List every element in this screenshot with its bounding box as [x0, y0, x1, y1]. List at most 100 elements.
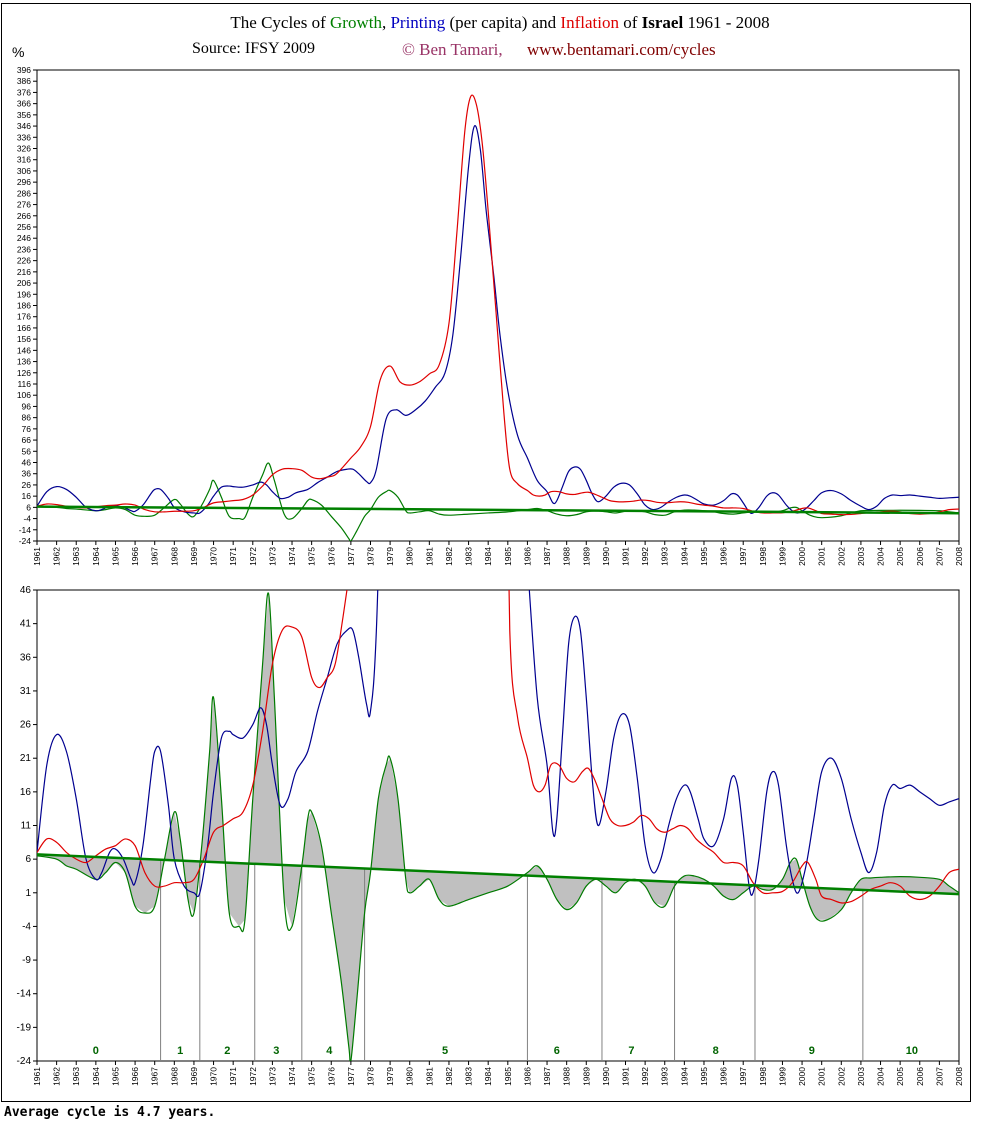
x-tick-label: 1998: [758, 547, 768, 566]
y-tick-label: 216: [17, 267, 31, 277]
y-tick-label: 366: [17, 99, 31, 109]
x-tick-label: 1968: [169, 547, 179, 566]
y-tick-label: 36: [22, 469, 32, 479]
title-sep: ,: [381, 13, 391, 32]
cycle-label: 6: [554, 1045, 560, 1057]
top-plot-area: [36, 69, 960, 542]
x-tick-label: 1988: [562, 547, 572, 566]
x-tick-label: 1966: [130, 547, 140, 566]
title-years: 1961 - 2008: [683, 13, 770, 32]
copyright-label: © Ben Tamari,: [402, 40, 503, 59]
x-tick-label: 1986: [522, 547, 532, 566]
x-tick-label: 1980: [405, 547, 415, 566]
y-tick-label: 16: [20, 787, 32, 798]
y-tick-label: -24: [17, 1056, 32, 1067]
x-tick-label: 1979: [385, 547, 395, 566]
top-series-group: [37, 94, 959, 541]
x-tick-label: 1962: [52, 1067, 62, 1086]
x-tick-label: 1979: [385, 1067, 395, 1086]
y-tick-label: 206: [17, 278, 31, 288]
y-tick-label: 106: [17, 390, 31, 400]
x-tick-label: 2003: [856, 547, 866, 566]
x-tick-label: 1988: [562, 1067, 572, 1086]
x-tick-label: 1984: [483, 547, 493, 566]
y-tick-label: 146: [17, 345, 31, 355]
inflation-line: [37, 590, 959, 904]
x-tick-label: 1995: [699, 1067, 709, 1086]
title-country: Israel: [641, 13, 684, 32]
x-tick-label: 1974: [287, 1067, 297, 1086]
x-tick-label: 2006: [915, 1067, 925, 1086]
x-tick-label: 1997: [738, 1067, 748, 1086]
x-tick-label: 1993: [660, 1067, 670, 1086]
x-tick-label: 2002: [836, 1067, 846, 1086]
cycle-label: 7: [628, 1045, 634, 1057]
y-tick-label: 246: [17, 233, 31, 243]
x-tick-label: 1989: [581, 547, 591, 566]
x-tick-label: 1998: [758, 1067, 768, 1086]
x-tick-label: 1971: [228, 1067, 238, 1086]
x-tick-label: 1978: [365, 547, 375, 566]
y-tick-label: 226: [17, 256, 31, 266]
x-tick-label: 1973: [267, 547, 277, 566]
y-tick-label: 156: [17, 334, 31, 344]
y-tick-label: 66: [22, 435, 32, 445]
x-tick-label: 1961: [32, 1067, 42, 1086]
y-tick-label: 326: [17, 144, 31, 154]
y-tick-label: 46: [22, 458, 32, 468]
website-link[interactable]: www.bentamari.com/cycles: [527, 40, 716, 59]
y-tick-label: -14: [17, 989, 32, 1000]
title-printing: Printing: [390, 13, 446, 32]
y-tick-label: 116: [17, 379, 31, 389]
x-tick-label: 2000: [797, 547, 807, 566]
x-tick-label: 1986: [522, 1067, 532, 1086]
y-tick-label: -24: [19, 536, 32, 546]
x-tick-label: 1991: [621, 547, 631, 566]
growth-trend-line: [37, 505, 959, 515]
x-tick-label: 2003: [856, 1067, 866, 1086]
x-tick-label: 1984: [483, 1067, 493, 1086]
chart-header: % The Cycles of Growth, Printing (per ca…: [0, 0, 1000, 70]
x-tick-label: 1999: [777, 547, 787, 566]
x-tick-label: 1975: [307, 1067, 317, 1086]
x-tick-label: 1996: [719, 547, 729, 566]
y-tick-label: 266: [17, 211, 31, 221]
y-tick-label: 6: [26, 502, 31, 512]
y-tick-label: 386: [17, 76, 31, 86]
x-tick-label: 1994: [679, 1067, 689, 1086]
x-tick-label: 1963: [71, 547, 81, 566]
x-tick-label: 1983: [464, 547, 474, 566]
x-tick-label: 1966: [130, 1067, 140, 1086]
unit-label: %: [12, 44, 25, 60]
x-tick-label: 1981: [424, 1067, 434, 1086]
x-tick-label: 1973: [267, 1067, 277, 1086]
outer-frame: [1, 3, 971, 1102]
title-growth: Growth: [330, 13, 382, 32]
x-tick-label: 2005: [895, 1067, 905, 1086]
y-tick-label: 11: [21, 821, 32, 832]
x-tick-label: 2001: [817, 547, 827, 566]
x-tick-label: 1968: [169, 1067, 179, 1086]
x-tick-label: 1990: [601, 1067, 611, 1086]
x-tick-label: 1964: [91, 547, 101, 566]
x-tick-label: 1995: [699, 547, 709, 566]
x-tick-label: 2007: [934, 1067, 944, 1086]
y-tick-label: 1: [25, 888, 31, 899]
source-label: Source: IFSY 2009: [192, 40, 315, 57]
y-tick-label: 256: [17, 222, 31, 232]
title-of: of: [618, 13, 642, 32]
y-tick-label: 196: [17, 289, 31, 299]
growth-trend-line: [37, 853, 959, 896]
x-tick-label: 1978: [365, 1067, 375, 1086]
y-tick-label: 96: [22, 401, 32, 411]
y-tick-label: 31: [20, 686, 32, 697]
x-tick-label: 1993: [660, 547, 670, 566]
x-tick-label: 1974: [287, 547, 297, 566]
y-tick-label: 286: [17, 188, 31, 198]
y-tick-label: 46: [20, 585, 32, 596]
average-cycle-note: Average cycle is 4.7 years.: [4, 1105, 216, 1120]
x-tick-label: 1969: [189, 547, 199, 566]
x-tick-label: 1981: [424, 547, 434, 566]
y-tick-label: 16: [22, 491, 32, 501]
